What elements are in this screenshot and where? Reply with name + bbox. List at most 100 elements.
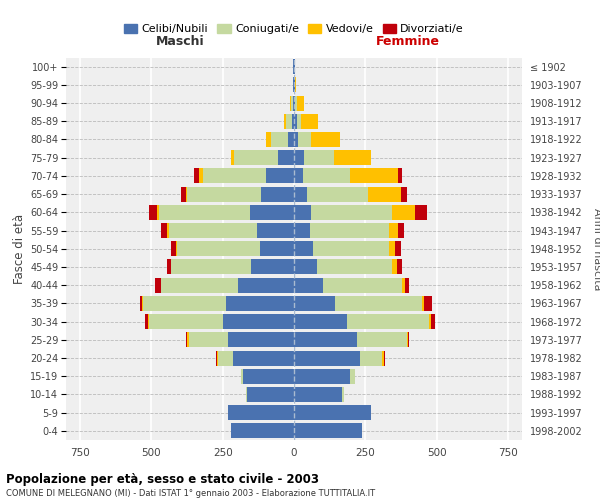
Bar: [291, 96, 293, 110]
Bar: [307, 186, 368, 202]
Bar: [293, 78, 294, 92]
Bar: [265, 168, 294, 184]
Bar: [334, 150, 371, 165]
Bar: [250, 205, 294, 220]
Bar: [407, 332, 408, 347]
Bar: [187, 186, 261, 202]
Text: Maschi: Maschi: [155, 35, 205, 48]
Y-axis label: Anni di nascita: Anni di nascita: [592, 208, 600, 290]
Bar: [218, 350, 233, 366]
Bar: [229, 332, 294, 347]
Bar: [149, 205, 157, 220]
Bar: [294, 314, 347, 329]
Bar: [389, 223, 398, 238]
Bar: [350, 369, 355, 384]
Bar: [188, 332, 229, 347]
Bar: [298, 132, 311, 147]
Bar: [294, 424, 362, 438]
Bar: [260, 242, 294, 256]
Bar: [169, 223, 257, 238]
Bar: [226, 296, 294, 311]
Bar: [161, 223, 167, 238]
Bar: [170, 242, 176, 256]
Bar: [286, 114, 292, 128]
Bar: [216, 350, 217, 366]
Bar: [157, 205, 158, 220]
Bar: [294, 205, 311, 220]
Bar: [223, 314, 294, 329]
Bar: [403, 278, 405, 292]
Bar: [181, 186, 186, 202]
Bar: [397, 260, 403, 274]
Bar: [265, 132, 271, 147]
Bar: [311, 205, 392, 220]
Bar: [293, 96, 294, 110]
Bar: [384, 350, 385, 366]
Bar: [294, 278, 323, 292]
Bar: [392, 260, 397, 274]
Bar: [317, 260, 392, 274]
Bar: [335, 296, 422, 311]
Bar: [177, 242, 260, 256]
Bar: [294, 387, 343, 402]
Bar: [187, 332, 188, 347]
Bar: [294, 260, 317, 274]
Bar: [347, 314, 430, 329]
Bar: [294, 405, 371, 420]
Bar: [140, 296, 142, 311]
Bar: [422, 296, 424, 311]
Bar: [217, 350, 218, 366]
Y-axis label: Fasce di età: Fasce di età: [13, 214, 26, 284]
Bar: [301, 114, 318, 128]
Bar: [294, 114, 297, 128]
Bar: [294, 150, 304, 165]
Bar: [295, 78, 296, 92]
Bar: [389, 242, 395, 256]
Bar: [194, 168, 199, 184]
Bar: [294, 186, 307, 202]
Bar: [149, 314, 223, 329]
Bar: [295, 96, 297, 110]
Legend: Celibi/Nubili, Coniugati/e, Vedovi/e, Divorziati/e: Celibi/Nubili, Coniugati/e, Vedovi/e, Di…: [119, 19, 469, 38]
Bar: [294, 168, 302, 184]
Bar: [292, 114, 294, 128]
Bar: [304, 150, 334, 165]
Bar: [234, 150, 278, 165]
Bar: [368, 186, 401, 202]
Bar: [382, 350, 384, 366]
Bar: [289, 132, 294, 147]
Bar: [405, 278, 409, 292]
Bar: [241, 369, 242, 384]
Bar: [232, 424, 294, 438]
Bar: [247, 387, 294, 402]
Bar: [176, 242, 177, 256]
Bar: [359, 350, 382, 366]
Bar: [294, 78, 295, 92]
Bar: [297, 96, 304, 110]
Text: Femmine: Femmine: [376, 35, 440, 48]
Bar: [398, 223, 404, 238]
Bar: [172, 260, 251, 274]
Bar: [167, 260, 171, 274]
Bar: [398, 168, 402, 184]
Bar: [313, 242, 389, 256]
Bar: [297, 114, 301, 128]
Bar: [350, 168, 398, 184]
Bar: [311, 132, 340, 147]
Bar: [232, 150, 234, 165]
Bar: [238, 278, 294, 292]
Bar: [290, 96, 291, 110]
Bar: [395, 242, 401, 256]
Bar: [271, 132, 289, 147]
Bar: [343, 387, 344, 402]
Bar: [251, 260, 294, 274]
Bar: [401, 186, 407, 202]
Bar: [424, 296, 432, 311]
Bar: [242, 369, 294, 384]
Bar: [155, 278, 161, 292]
Bar: [356, 332, 407, 347]
Bar: [310, 223, 389, 238]
Bar: [229, 405, 294, 420]
Bar: [302, 168, 350, 184]
Bar: [294, 132, 298, 147]
